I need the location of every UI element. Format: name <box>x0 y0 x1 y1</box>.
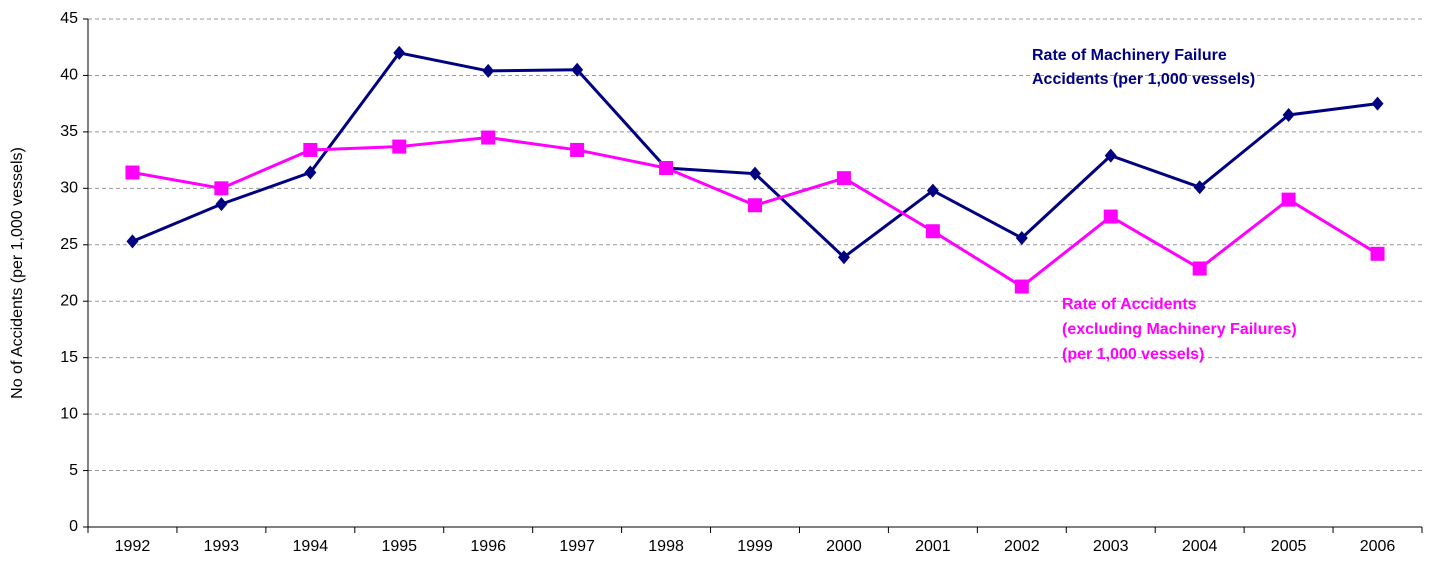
x-tick-label: 1997 <box>559 538 595 555</box>
series-label: (excluding Machinery Failures) <box>1062 321 1297 338</box>
series-label: Rate of Machinery Failure <box>1032 47 1227 64</box>
marker <box>836 171 851 186</box>
marker <box>1103 209 1118 224</box>
marker <box>482 63 495 78</box>
marker <box>1193 180 1206 195</box>
y-tick-label: 30 <box>60 180 78 197</box>
x-tick-label: 2004 <box>1182 538 1218 555</box>
marker <box>303 142 318 157</box>
marker <box>1370 246 1385 261</box>
marker <box>304 165 317 180</box>
x-tick-label: 1995 <box>381 538 417 555</box>
marker <box>570 142 585 157</box>
x-tick-label: 2002 <box>1004 538 1040 555</box>
marker <box>926 183 939 198</box>
marker <box>571 62 584 77</box>
marker <box>1014 279 1029 294</box>
y-tick-label: 45 <box>60 10 78 27</box>
series-label: (per 1,000 vessels) <box>1062 346 1204 363</box>
y-tick-label: 0 <box>69 518 78 535</box>
marker <box>749 166 761 181</box>
y-tick-label: 35 <box>60 123 78 140</box>
y-tick-label: 20 <box>60 292 78 309</box>
y-tick-label: 15 <box>60 349 78 366</box>
marker <box>1282 107 1295 122</box>
marker <box>1371 96 1384 111</box>
marker <box>393 45 406 60</box>
marker <box>1192 261 1207 276</box>
y-tick-label: 10 <box>60 405 78 422</box>
x-tick-label: 2003 <box>1093 538 1129 555</box>
x-tick-label: 2001 <box>915 538 951 555</box>
x-tick-label: 1996 <box>470 538 506 555</box>
x-tick-label: 1998 <box>648 538 684 555</box>
marker <box>1015 231 1028 246</box>
x-tick-label: 1992 <box>115 538 151 555</box>
marker <box>748 198 762 213</box>
marker <box>215 197 228 212</box>
y-tick-label: 25 <box>60 236 78 253</box>
marker <box>1104 148 1117 163</box>
marker <box>837 250 850 265</box>
marker <box>481 130 496 145</box>
x-tick-label: 2000 <box>826 538 862 555</box>
marker <box>214 181 229 196</box>
x-tick-label: 1994 <box>293 538 329 555</box>
series-label: Accidents (per 1,000 vessels) <box>1032 71 1255 88</box>
x-tick-label: 1993 <box>204 538 240 555</box>
x-tick-label: 2006 <box>1360 538 1396 555</box>
marker <box>392 139 407 154</box>
y-axis-label: No of Accidents (per 1,000 vessels) <box>9 147 26 399</box>
x-tick-label: 2005 <box>1271 538 1307 555</box>
series-label: Rate of Accidents <box>1062 296 1197 313</box>
x-tick-label: 1999 <box>737 538 773 555</box>
marker <box>1281 192 1296 207</box>
y-tick-label: 40 <box>60 67 78 84</box>
marker <box>925 224 940 239</box>
marker <box>659 161 674 176</box>
y-tick-label: 5 <box>69 462 78 479</box>
marker <box>125 165 140 180</box>
marker <box>126 234 139 249</box>
